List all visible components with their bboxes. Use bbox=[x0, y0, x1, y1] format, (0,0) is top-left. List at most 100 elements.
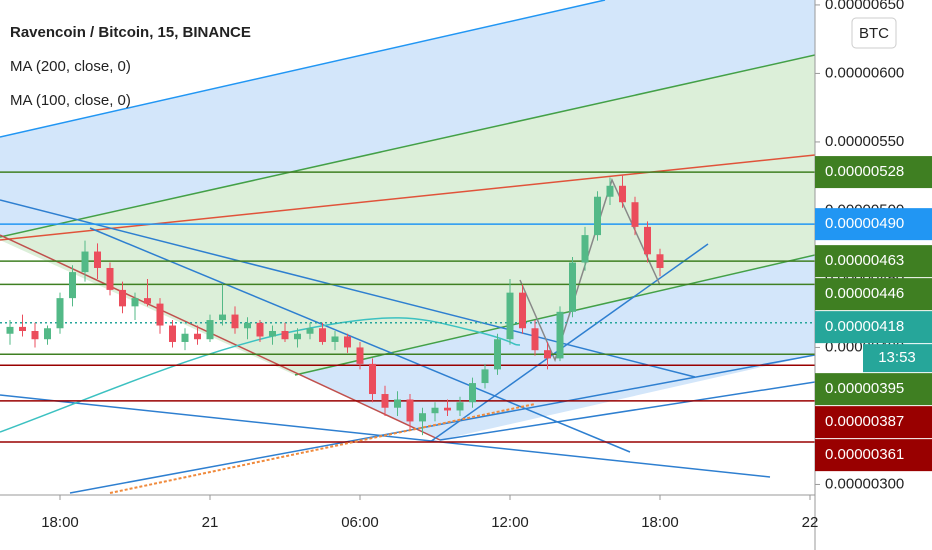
candle-body bbox=[419, 413, 426, 422]
candle-body bbox=[81, 251, 89, 273]
ma-200 bbox=[0, 317, 521, 433]
candle-body bbox=[481, 369, 489, 384]
axes: 0.000006500.000006000.000005500.00000500… bbox=[41, 0, 904, 531]
candle-body bbox=[444, 407, 451, 411]
candle-body bbox=[306, 328, 314, 334]
candle-body bbox=[544, 350, 551, 359]
price-tag bbox=[815, 406, 932, 439]
price-tag-label: 0.00000387 bbox=[825, 413, 904, 430]
trend-line bbox=[89, 227, 631, 453]
trend-line bbox=[0, 199, 696, 378]
price-tag bbox=[815, 311, 932, 344]
x-tick-label: 18:00 bbox=[41, 514, 79, 531]
candle-body bbox=[394, 399, 401, 408]
price-tag bbox=[815, 156, 932, 189]
candle-body bbox=[256, 322, 264, 337]
price-tag-label: 0.00000418 bbox=[825, 318, 904, 335]
y-tick-label: 0.00000650 bbox=[825, 0, 904, 13]
currency-button-label[interactable]: BTC bbox=[859, 25, 889, 42]
candle-body bbox=[94, 251, 101, 268]
trend-line bbox=[69, 354, 815, 494]
y-tick-label: 0.00000300 bbox=[825, 475, 904, 492]
candle-body bbox=[181, 333, 189, 342]
price-tags: 0.00000528 0.00000490 0.00000463 0.00000446… bbox=[815, 156, 932, 472]
price-tag-label: 0.00000395 bbox=[825, 380, 904, 397]
candle-body bbox=[19, 326, 26, 332]
candle-body bbox=[119, 289, 126, 307]
y-tick-label: 0.00000550 bbox=[825, 133, 904, 150]
candle-body bbox=[519, 292, 526, 329]
x-tick-label: 12:00 bbox=[491, 514, 529, 531]
price-tag-label: 0.00000446 bbox=[825, 285, 904, 302]
candle-body bbox=[31, 331, 39, 340]
price-tag-label: 0.00000490 bbox=[825, 215, 904, 232]
candle-body bbox=[631, 202, 639, 227]
trend-line bbox=[0, 0, 606, 138]
price-tag-label: 0.00000463 bbox=[825, 252, 904, 269]
trend-line bbox=[429, 243, 709, 443]
price-tag bbox=[815, 245, 932, 278]
countdown-tag bbox=[863, 344, 932, 373]
price-tag bbox=[815, 439, 932, 472]
candle-body bbox=[69, 272, 76, 299]
candle-body bbox=[506, 292, 514, 340]
ma-100 bbox=[109, 403, 536, 494]
candle-body bbox=[319, 328, 326, 342]
candle-body bbox=[381, 394, 389, 408]
candle-body bbox=[456, 402, 464, 411]
candle-body bbox=[556, 311, 564, 359]
candle-body bbox=[6, 326, 14, 334]
trend-line bbox=[0, 154, 815, 241]
candle-body bbox=[144, 298, 151, 304]
candle-body bbox=[656, 254, 664, 268]
countdown-label: 13:53 bbox=[878, 349, 916, 366]
candle-body bbox=[644, 226, 651, 255]
candle-body bbox=[606, 185, 614, 197]
zigzag bbox=[519, 177, 661, 363]
candle-body bbox=[56, 298, 64, 329]
candle-body bbox=[44, 328, 51, 340]
candle-body bbox=[406, 399, 414, 422]
trend-line bbox=[0, 54, 815, 238]
candle-body bbox=[469, 383, 476, 403]
y-tick-label: 0.00000600 bbox=[825, 64, 904, 81]
x-tick-label: 21 bbox=[202, 514, 219, 531]
price-tag bbox=[815, 208, 932, 241]
candle-body bbox=[594, 196, 601, 236]
trend-line bbox=[439, 381, 815, 441]
candle-body bbox=[269, 331, 276, 337]
indicator-label: MA (100, close, 0) bbox=[10, 92, 131, 109]
candles bbox=[6, 174, 664, 436]
candle-body bbox=[619, 185, 626, 203]
candle-body bbox=[531, 328, 539, 351]
candle-body bbox=[569, 262, 576, 312]
x-tick-label: 06:00 bbox=[341, 514, 379, 531]
candle-body bbox=[356, 347, 364, 364]
candle-body bbox=[494, 339, 501, 370]
candle-body bbox=[369, 363, 376, 395]
candle-body bbox=[344, 336, 351, 348]
candle-body bbox=[206, 320, 214, 340]
candle-body bbox=[156, 303, 164, 326]
candle-body bbox=[294, 333, 301, 340]
candle-body bbox=[231, 314, 239, 329]
currency-button[interactable] bbox=[851, 17, 897, 49]
candle-body bbox=[281, 331, 289, 340]
chart-title: Ravencoin / Bitcoin, 15, BINANCE bbox=[10, 24, 251, 41]
x-tick-label: 18:00 bbox=[641, 514, 679, 531]
price-tag-label: 0.00000361 bbox=[825, 446, 904, 463]
candle-body bbox=[244, 322, 251, 329]
candle-body bbox=[194, 333, 201, 340]
candle-body bbox=[431, 407, 439, 414]
trend-line bbox=[0, 234, 441, 441]
green-channel-fill bbox=[0, 55, 815, 375]
price-tag bbox=[815, 278, 932, 311]
candle-body bbox=[581, 235, 589, 263]
price-tag-label: 0.00000528 bbox=[825, 163, 904, 180]
candle-body bbox=[169, 325, 176, 342]
candle-body bbox=[331, 336, 339, 342]
candle-body bbox=[219, 314, 226, 321]
candle-body bbox=[131, 298, 139, 307]
